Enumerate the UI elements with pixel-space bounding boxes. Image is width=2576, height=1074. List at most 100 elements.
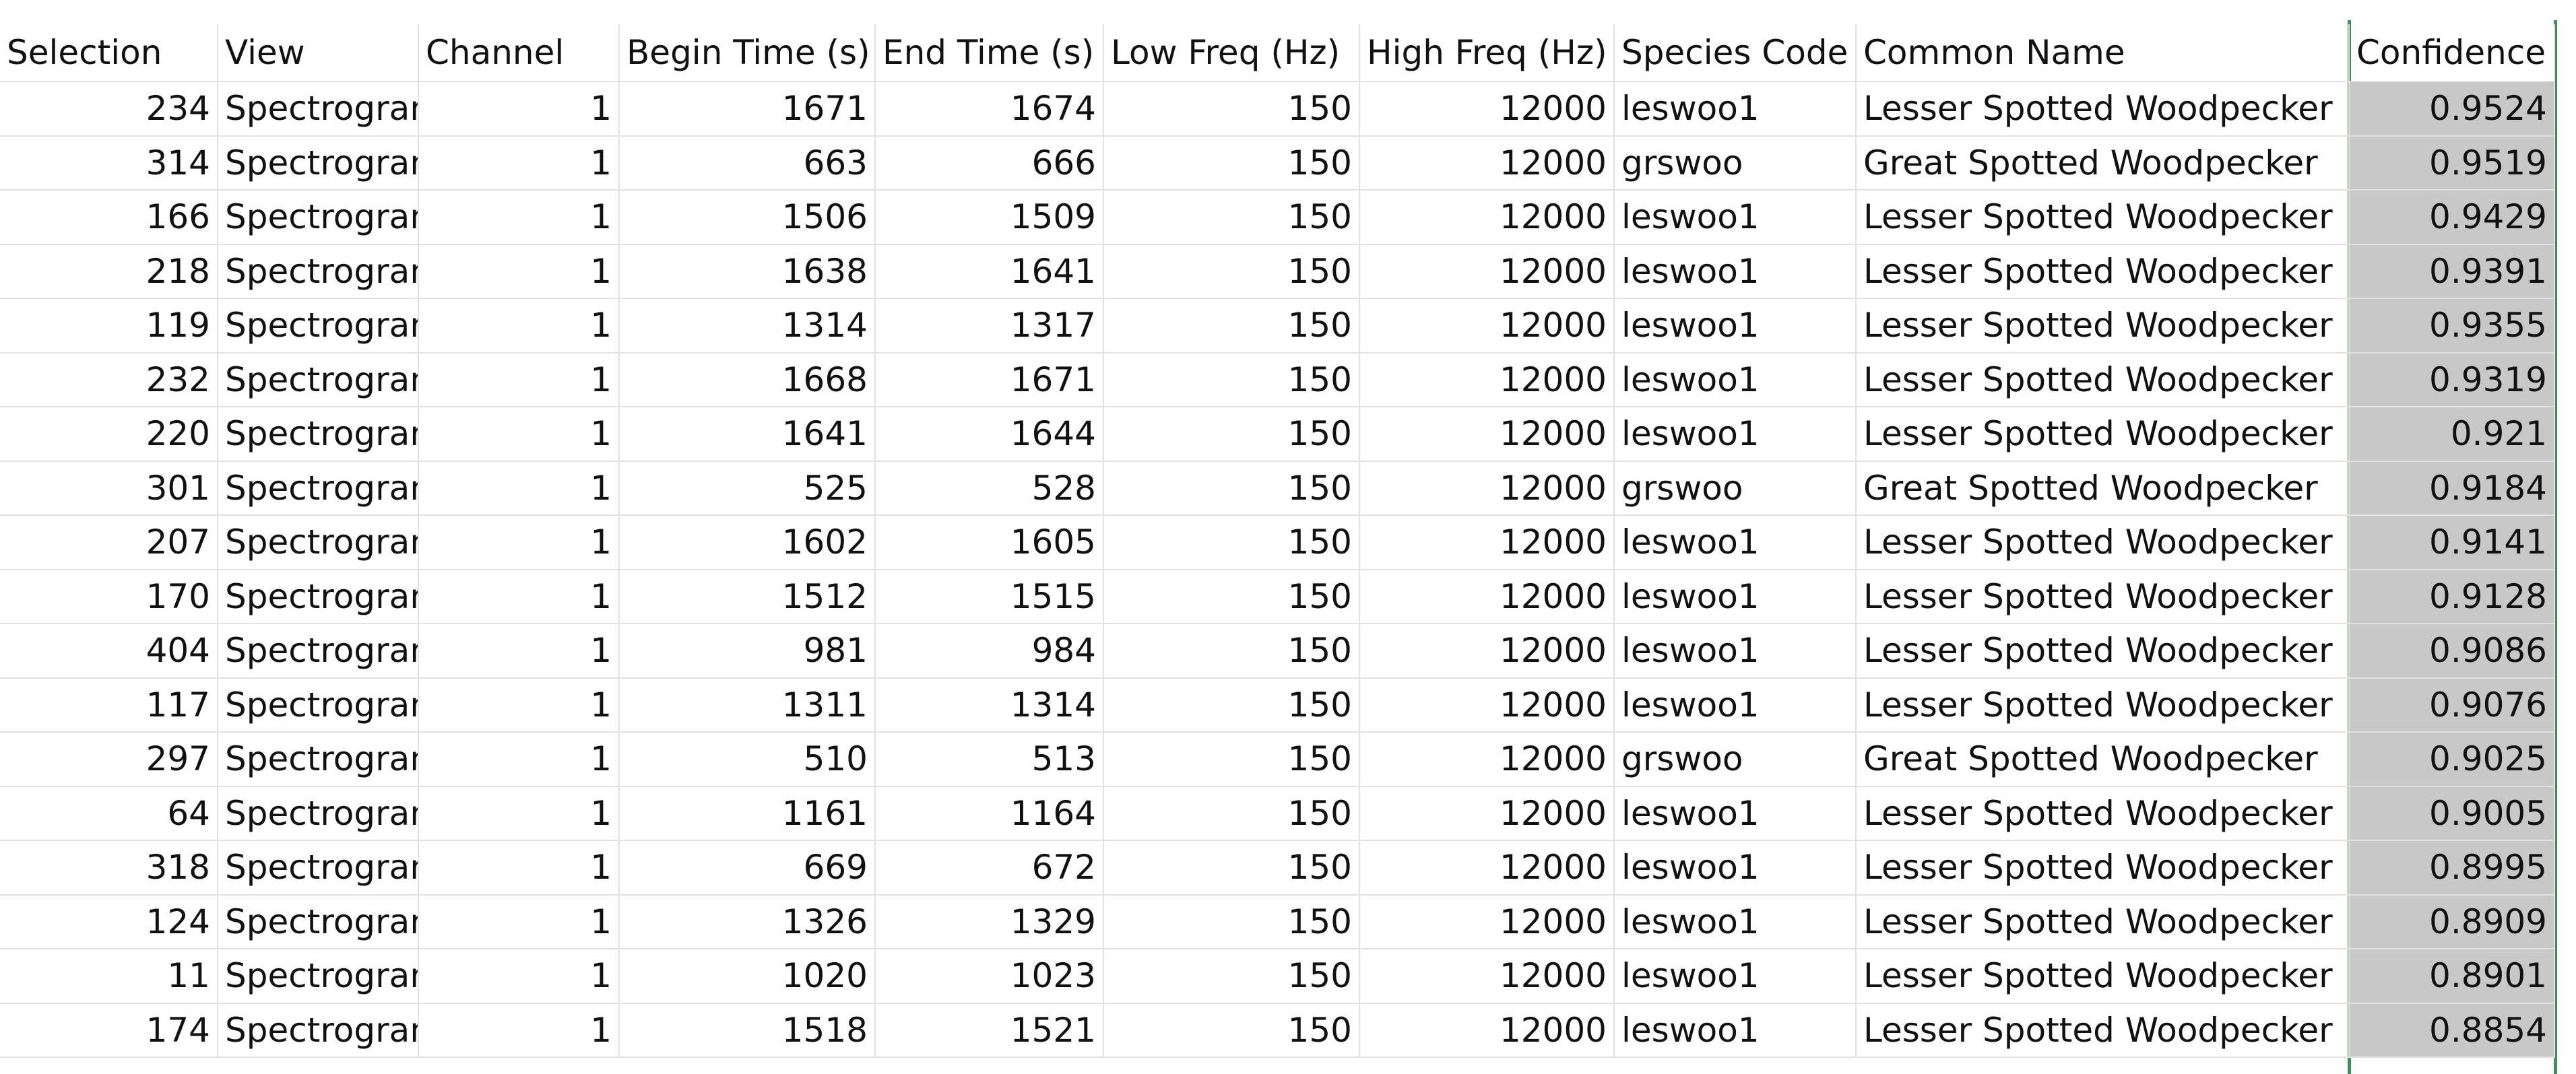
table-cell: Spectrogram <box>218 678 419 733</box>
table-cell: 1638 <box>620 244 876 299</box>
table-cell: 150 <box>1104 82 1360 137</box>
table-cell: 0.921 <box>2350 407 2555 462</box>
table-cell: 12000 <box>1360 244 1615 299</box>
table-cell: Lesser Spotted Woodpecker <box>1857 82 2350 137</box>
table-cell: 12000 <box>1360 678 1615 733</box>
table-cell: Great Spotted Woodpecker <box>1857 136 2350 191</box>
table-cell: Spectrogram <box>218 1003 419 1058</box>
table-cell: 207 <box>0 516 218 570</box>
table-cell: 12000 <box>1360 895 1615 949</box>
table-cell: 150 <box>1104 624 1360 679</box>
table-cell: Spectrogram <box>218 461 419 516</box>
table-cell: 150 <box>1104 949 1360 1004</box>
table-cell: 318 <box>0 841 218 896</box>
table-cell: 0.9184 <box>2350 461 2555 516</box>
table-cell: 12000 <box>1360 733 1615 787</box>
table-cell: leswoo1 <box>1615 949 1857 1004</box>
table-cell: 1641 <box>620 407 876 462</box>
table-cell: 0.9025 <box>2350 733 2555 787</box>
table-cell: 1509 <box>876 191 1104 245</box>
table-cell: 0.8909 <box>2350 895 2555 949</box>
table-cell: 1311 <box>620 678 876 733</box>
table-cell: Spectrogram <box>218 244 419 299</box>
table-cell: leswoo1 <box>1615 786 1857 841</box>
table-cell: 528 <box>876 461 1104 516</box>
table-cell: 12000 <box>1360 407 1615 462</box>
table-cell: Lesser Spotted Woodpecker <box>1857 895 2350 949</box>
column-header: Species Code <box>1615 24 1857 82</box>
table-cell: 1 <box>419 353 620 407</box>
table-cell: 150 <box>1104 407 1360 462</box>
table-cell: 1602 <box>620 516 876 570</box>
table-cell: 1 <box>419 624 620 679</box>
table-cell: Lesser Spotted Woodpecker <box>1857 299 2350 354</box>
table-cell: 1515 <box>876 570 1104 624</box>
table-cell: 150 <box>1104 733 1360 787</box>
table-cell: 0.9128 <box>2350 570 2555 624</box>
table-cell: 119 <box>0 299 218 354</box>
table-cell: 166 <box>0 191 218 245</box>
table-cell: grswoo <box>1615 461 1857 516</box>
table-cell: 1518 <box>620 1003 876 1058</box>
table-cell: 150 <box>1104 353 1360 407</box>
table-cell: 0.9086 <box>2350 624 2555 679</box>
table-cell: 1 <box>419 1003 620 1058</box>
table-cell: Spectrogram <box>218 624 419 679</box>
table-cell: Spectrogram <box>218 786 419 841</box>
table-cell: 150 <box>1104 136 1360 191</box>
table-cell: Lesser Spotted Woodpecker <box>1857 516 2350 570</box>
table-cell: 663 <box>620 136 876 191</box>
table-cell: 12000 <box>1360 136 1615 191</box>
table-cell: Lesser Spotted Woodpecker <box>1857 191 2350 245</box>
table-cell: 12000 <box>1360 461 1615 516</box>
table-cell: 1164 <box>876 786 1104 841</box>
table-cell: 404 <box>0 624 218 679</box>
table-cell: 12000 <box>1360 299 1615 354</box>
table-cell: 1 <box>419 841 620 896</box>
table-cell: 0.9005 <box>2350 786 2555 841</box>
table-cell: 1 <box>419 786 620 841</box>
table-cell: 232 <box>0 353 218 407</box>
column-header: Channel <box>419 24 620 82</box>
table-cell: 150 <box>1104 570 1360 624</box>
table-cell: 12000 <box>1360 786 1615 841</box>
table-cell: 1605 <box>876 516 1104 570</box>
table-cell: 0.8995 <box>2350 841 2555 896</box>
table-cell: 150 <box>1104 1003 1360 1058</box>
table-cell: Spectrogram <box>218 136 419 191</box>
table-cell: leswoo1 <box>1615 407 1857 462</box>
selection-border <box>2554 20 2557 1074</box>
table-cell: Spectrogram <box>218 841 419 896</box>
table-cell: 1 <box>419 407 620 462</box>
table-cell: 0.9519 <box>2350 136 2555 191</box>
table-cell: 150 <box>1104 244 1360 299</box>
table-cell: 1512 <box>620 570 876 624</box>
table-cell: 150 <box>1104 678 1360 733</box>
column-header: Begin Time (s) <box>620 24 876 82</box>
table-cell: 1314 <box>876 678 1104 733</box>
table-cell: Great Spotted Woodpecker <box>1857 733 2350 787</box>
table-cell: 1 <box>419 733 620 787</box>
column-header: High Freq (Hz) <box>1360 24 1615 82</box>
table-cell: 170 <box>0 570 218 624</box>
table-cell: Spectrogram <box>218 570 419 624</box>
table-cell: 1020 <box>620 949 876 1004</box>
table-cell: Lesser Spotted Woodpecker <box>1857 678 2350 733</box>
table-cell: 0.8854 <box>2350 1003 2555 1058</box>
column-header: Selection <box>0 24 218 82</box>
table-cell: 0.9076 <box>2350 678 2555 733</box>
table-cell: 1 <box>419 678 620 733</box>
table-cell: 669 <box>620 841 876 896</box>
table-cell: 12000 <box>1360 353 1615 407</box>
table-cell: 218 <box>0 244 218 299</box>
table-cell: 1 <box>419 244 620 299</box>
table-cell: 0.9355 <box>2350 299 2555 354</box>
table-cell: 1317 <box>876 299 1104 354</box>
table-cell: 11 <box>0 949 218 1004</box>
table-cell: 1 <box>419 516 620 570</box>
table-cell: 12000 <box>1360 841 1615 896</box>
table-cell: Spectrogram <box>218 407 419 462</box>
table-cell: 0.9141 <box>2350 516 2555 570</box>
table-cell: 64 <box>0 786 218 841</box>
